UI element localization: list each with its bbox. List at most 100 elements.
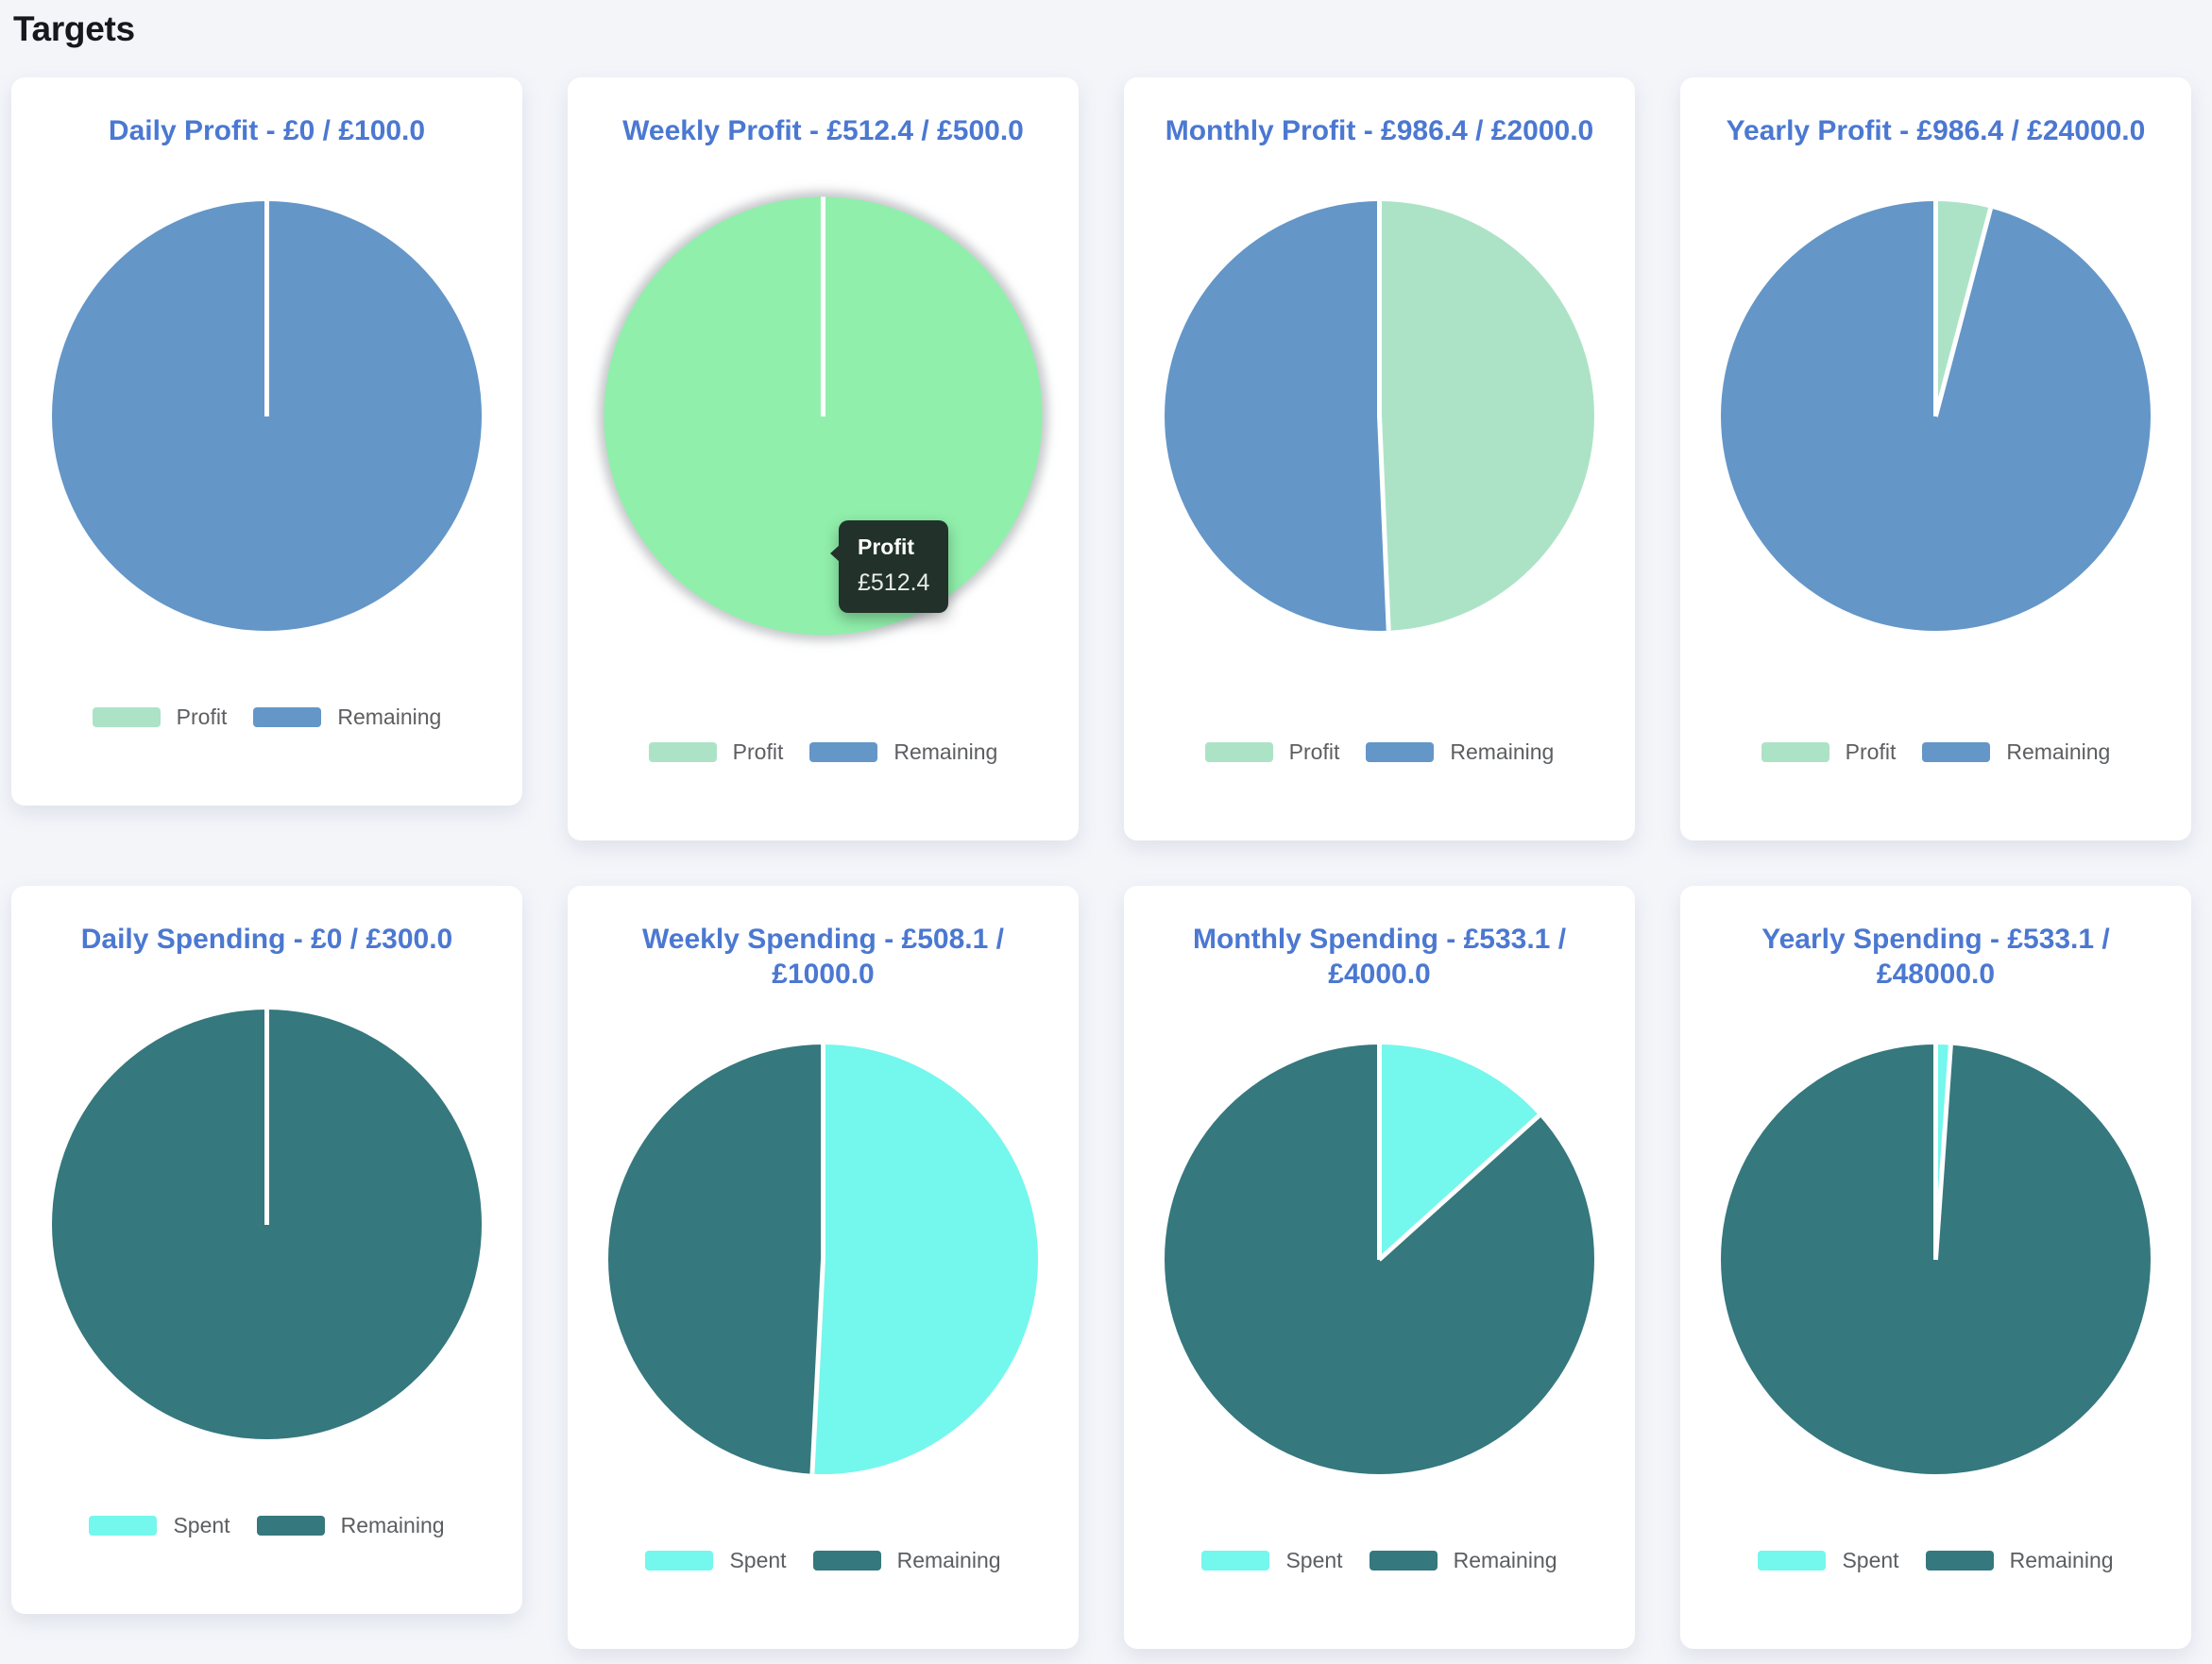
- pie-chart-area: Profit £512.4: [604, 196, 1043, 636]
- legend-label: Spent: [1285, 1548, 1343, 1572]
- pie-slice-divider: [821, 1044, 825, 1260]
- pie-chart[interactable]: [52, 1010, 482, 1439]
- target-card: Daily Profit - £0 / £100.0 Profit Remaini…: [11, 77, 522, 806]
- legend-label: Remaining: [896, 1548, 1001, 1572]
- legend-item-profit[interactable]: Profit: [1761, 739, 1897, 765]
- pie-chart-area: [1721, 201, 2151, 631]
- chart-legend: Profit Remaining: [92, 705, 441, 730]
- card-title: Monthly Profit - £986.4 / £2000.0: [1165, 115, 1594, 146]
- legend-item-remaining[interactable]: Remaining: [1922, 739, 2110, 765]
- legend-item-remaining[interactable]: Remaining: [1369, 1548, 1557, 1573]
- pie-chart[interactable]: [1165, 1044, 1594, 1474]
- pie-slice-divider: [264, 1010, 269, 1225]
- legend-item-remaining[interactable]: Remaining: [812, 1548, 1001, 1573]
- legend-swatch-profit: [1204, 742, 1273, 762]
- legend-label: Spent: [729, 1548, 787, 1572]
- target-card: Daily Spending - £0 / £300.0 Spent Remain…: [11, 886, 522, 1614]
- chart-legend: Spent Remaining: [89, 1513, 445, 1538]
- pie-chart[interactable]: [608, 1044, 1038, 1474]
- pie-slice-divider: [1933, 1044, 1938, 1260]
- legend-swatch-spent: [89, 1516, 158, 1536]
- legend-swatch-remaining: [812, 1551, 881, 1571]
- target-card: Yearly Profit - £986.4 / £24000.0 Profit…: [1680, 77, 2191, 840]
- legend-item-remaining[interactable]: Remaining: [1366, 739, 1554, 765]
- legend-swatch-remaining: [253, 707, 322, 727]
- legend-label: Remaining: [1450, 739, 1555, 764]
- pie-chart[interactable]: [1721, 1044, 2151, 1474]
- legend-label: Remaining: [337, 705, 442, 729]
- legend-item-remaining[interactable]: Remaining: [256, 1513, 445, 1538]
- card-title: Daily Profit - £0 / £100.0: [108, 115, 426, 146]
- legend-swatch-remaining: [1369, 1551, 1438, 1571]
- legend-item-profit[interactable]: Profit: [92, 705, 228, 730]
- legend-item-profit[interactable]: Profit: [648, 739, 784, 765]
- legend-item-spent[interactable]: Spent: [1758, 1548, 1899, 1573]
- chart-legend: Profit Remaining: [1204, 739, 1554, 765]
- pie-chart-area: [52, 201, 482, 631]
- legend-label: Remaining: [893, 739, 998, 764]
- tooltip-value: £512.4: [858, 569, 930, 596]
- legend-label: Remaining: [1453, 1548, 1557, 1572]
- target-card: Weekly Spending - £508.1 / £1000.0 Spent…: [568, 886, 1079, 1649]
- legend-swatch-profit: [92, 707, 161, 727]
- pie-slice-divider: [1377, 1044, 1382, 1260]
- card-title: Yearly Profit - £986.4 / £24000.0: [1726, 115, 2146, 146]
- pie-slice-divider: [1377, 1113, 1541, 1262]
- legend-label: Remaining: [2006, 739, 2111, 764]
- card-title: Yearly Spending - £533.1 / £48000.0: [1761, 924, 2110, 990]
- pie-chart[interactable]: [52, 201, 482, 631]
- pie-chart-area: [52, 1010, 482, 1439]
- pie-chart-area: [1165, 1044, 1594, 1474]
- pie-slice-divider: [1377, 416, 1391, 631]
- legend-label: Remaining: [340, 1513, 445, 1537]
- legend-label: Spent: [173, 1513, 230, 1537]
- pie-chart-area: [608, 1044, 1038, 1474]
- legend-label: Profit: [732, 739, 784, 764]
- legend-swatch-profit: [1761, 742, 1829, 762]
- card-title: Daily Spending - £0 / £300.0: [80, 924, 453, 955]
- pie-slice-divider: [1933, 207, 1994, 417]
- chart-legend: Spent Remaining: [1201, 1548, 1557, 1573]
- target-card: Monthly Spending - £533.1 / £4000.0 Spen…: [1124, 886, 1635, 1649]
- card-title: Weekly Profit - £512.4 / £500.0: [622, 115, 1024, 146]
- legend-item-remaining[interactable]: Remaining: [253, 705, 441, 730]
- legend-swatch-spent: [1201, 1551, 1270, 1571]
- pie-chart-area: [1721, 1044, 2151, 1474]
- chart-legend: Profit Remaining: [1761, 739, 2110, 765]
- legend-label: Remaining: [2009, 1548, 2114, 1572]
- target-card: Monthly Profit - £986.4 / £2000.0 Profit…: [1124, 77, 1635, 840]
- target-card: Yearly Spending - £533.1 / £48000.0 Spen…: [1680, 886, 2191, 1649]
- legend-swatch-remaining: [1922, 742, 1991, 762]
- legend-label: Profit: [176, 705, 228, 729]
- chart-legend: Profit Remaining: [648, 739, 997, 765]
- card-title: Monthly Spending - £533.1 / £4000.0: [1192, 924, 1567, 990]
- legend-item-spent[interactable]: Spent: [645, 1548, 787, 1573]
- legend-item-profit[interactable]: Profit: [1204, 739, 1340, 765]
- legend-swatch-remaining: [809, 742, 878, 762]
- tooltip-arrow-icon: [830, 545, 840, 562]
- pie-chart[interactable]: [1721, 201, 2151, 631]
- legend-item-spent[interactable]: Spent: [1201, 1548, 1343, 1573]
- chart-legend: Spent Remaining: [645, 1548, 1001, 1573]
- pie-slice-divider: [1933, 201, 1938, 416]
- pie-chart-area: [1165, 201, 1594, 631]
- pie-slice-divider: [1377, 201, 1382, 416]
- legend-item-remaining[interactable]: Remaining: [1925, 1548, 2114, 1573]
- target-card: Weekly Profit - £512.4 / £500.0 Profit £…: [568, 77, 1079, 840]
- pie-slice-divider: [809, 1259, 825, 1474]
- legend-label: Profit: [1288, 739, 1340, 764]
- chart-tooltip: Profit £512.4: [830, 520, 949, 613]
- pie-chart[interactable]: [1165, 201, 1594, 631]
- legend-swatch-remaining: [256, 1516, 325, 1536]
- targets-grid: Daily Profit - £0 / £100.0 Profit Remaini…: [11, 77, 2199, 1649]
- tooltip-series-name: Profit: [858, 535, 915, 559]
- legend-item-spent[interactable]: Spent: [89, 1513, 230, 1538]
- legend-swatch-spent: [1758, 1551, 1827, 1571]
- pie-chart[interactable]: [604, 196, 1043, 636]
- pie-slice-divider: [264, 201, 269, 416]
- legend-label: Profit: [1845, 739, 1897, 764]
- legend-swatch-spent: [645, 1551, 714, 1571]
- card-title: Weekly Spending - £508.1 / £1000.0: [642, 924, 1004, 990]
- legend-item-remaining[interactable]: Remaining: [809, 739, 997, 765]
